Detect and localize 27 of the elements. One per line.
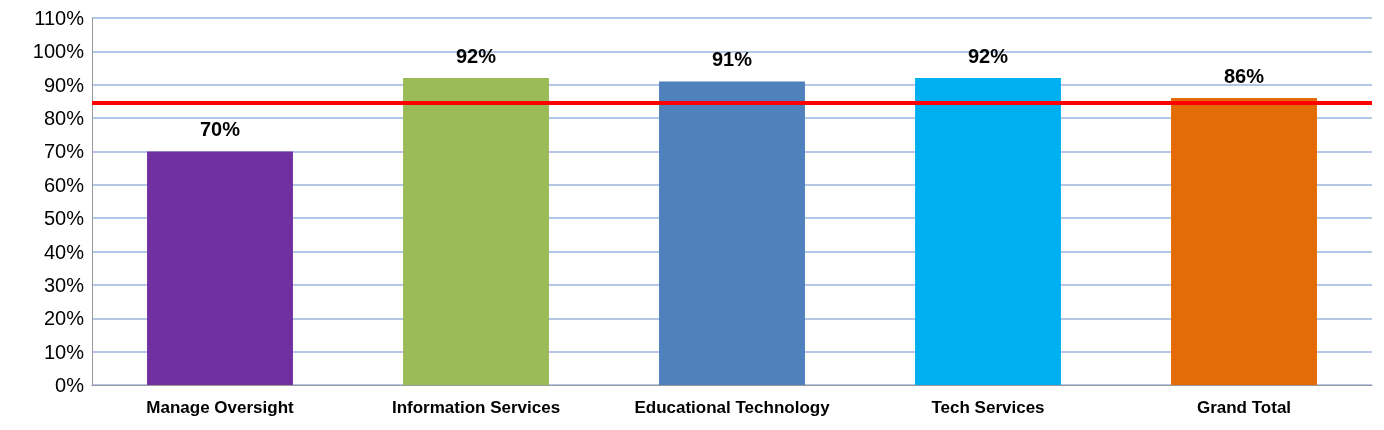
data-label: 70% <box>199 118 241 141</box>
bar <box>1171 98 1317 385</box>
bar <box>403 78 549 385</box>
y-tick-label: 50% <box>43 207 85 230</box>
bar <box>147 151 293 385</box>
data-label: 91% <box>711 48 753 71</box>
data-label: 92% <box>455 45 497 68</box>
y-tick-label: 100% <box>32 40 85 63</box>
x-tick-label: Educational Technology <box>634 398 831 417</box>
y-tick-label: 70% <box>43 140 85 163</box>
y-tick-label: 10% <box>43 340 85 363</box>
x-tick-label: Manage Oversight <box>146 398 295 417</box>
bar <box>659 81 805 385</box>
y-tick-label: 80% <box>43 107 85 130</box>
y-tick-label: 60% <box>43 173 85 196</box>
data-label: 86% <box>1223 65 1265 88</box>
y-tick-label: 20% <box>43 307 85 330</box>
y-tick-label: 110% <box>34 7 85 29</box>
x-tick-label: Tech Services <box>931 398 1045 417</box>
y-tick-label: 40% <box>43 240 85 263</box>
data-label: 92% <box>967 45 1009 68</box>
bar <box>915 78 1061 385</box>
y-tick-label: 0% <box>55 374 85 396</box>
x-tick-label: Information Services <box>391 398 561 417</box>
y-tick-label: 90% <box>43 73 85 96</box>
y-tick-label: 30% <box>43 273 85 296</box>
x-tick-label: Grand Total <box>1196 398 1292 417</box>
